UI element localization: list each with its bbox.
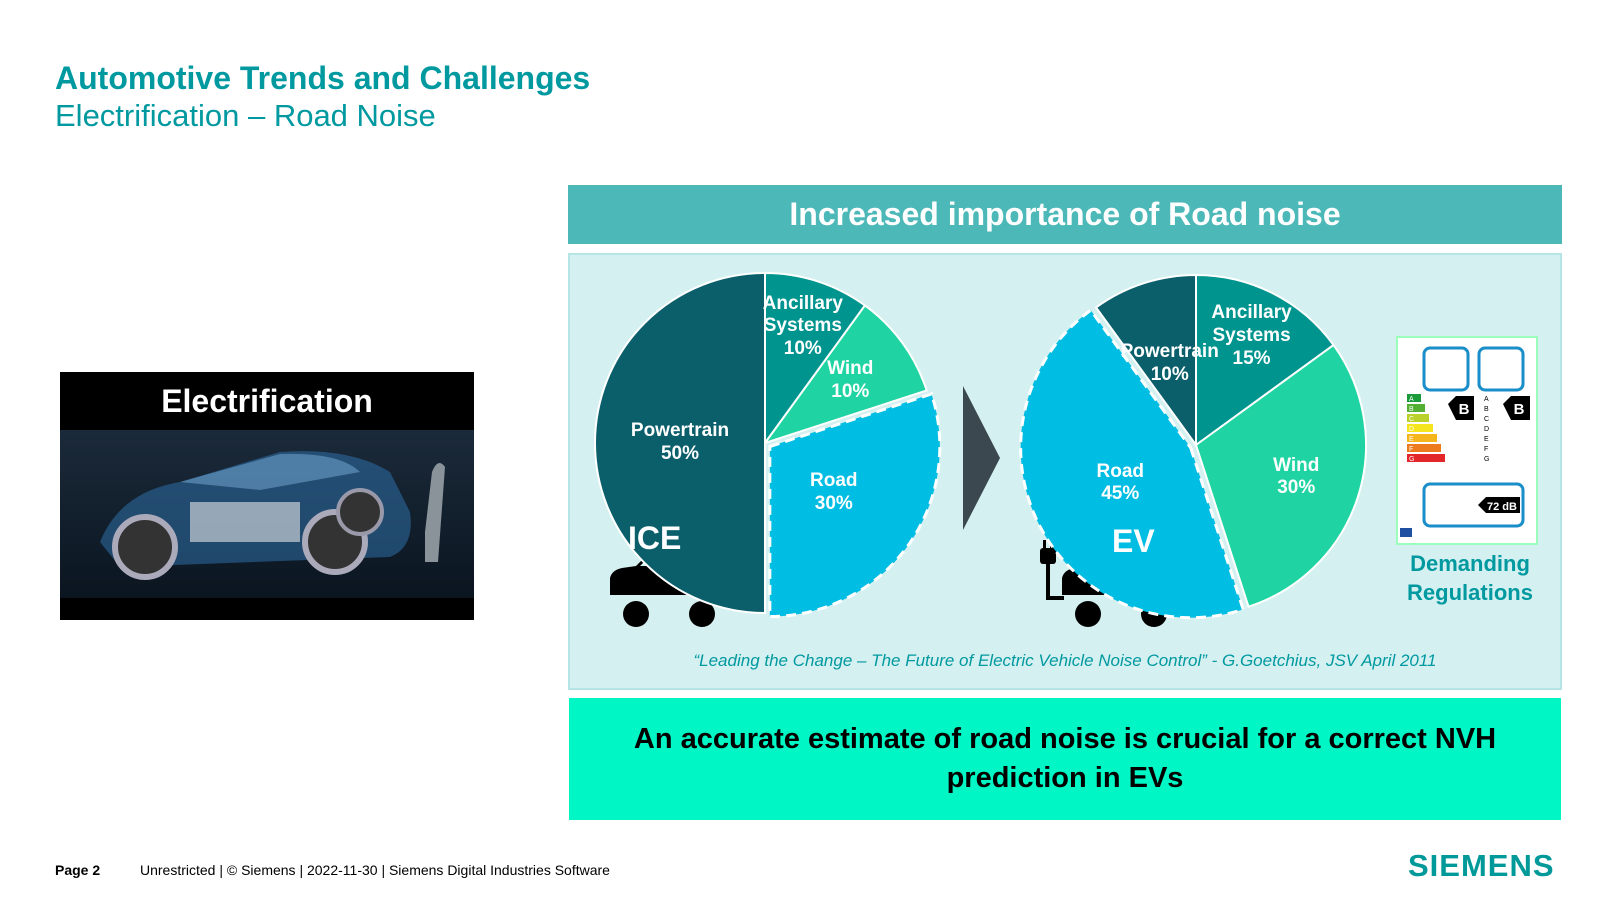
image-label: Electrification <box>161 382 373 419</box>
grade-bar <box>1407 394 1421 402</box>
slice-label: Powertrain 50% <box>630 420 730 466</box>
grade-letter: D <box>1484 426 1489 433</box>
pie-slice <box>768 392 942 619</box>
pie-title: ICE <box>628 520 682 556</box>
grade-letter: E <box>1409 436 1414 443</box>
grade-letter: D <box>1409 426 1414 433</box>
grade-letter: G <box>1484 456 1489 463</box>
page-number: Page 2 <box>55 862 101 878</box>
slice-category: Powertrain <box>1120 341 1219 363</box>
slice-category: Road <box>1096 460 1145 482</box>
pie-slice <box>1194 343 1367 608</box>
grade-bar <box>1407 404 1425 412</box>
slice-label: Ancillary Systems 15% <box>1202 302 1302 370</box>
slice-category: Ancillary Systems <box>762 292 843 337</box>
pie-title: EV <box>1112 523 1155 559</box>
slice-category: Wind <box>1273 454 1320 476</box>
slice-value: 30% <box>814 492 853 514</box>
panel-title: Increased importance of Road noise <box>568 185 1562 244</box>
grade-arrow <box>1503 396 1530 420</box>
grade-letter: C <box>1484 416 1489 423</box>
slice-label: Ancillary Systems 10% <box>753 292 853 360</box>
slice-label: Road 45% <box>1070 461 1170 507</box>
pie-slice <box>762 304 928 445</box>
slice-value: 10% <box>1150 364 1189 386</box>
grade-letter: A <box>1484 396 1489 403</box>
grade-arrow <box>1448 396 1474 420</box>
arrow <box>963 386 1000 530</box>
slide-subtitle: Electrification – Road Noise <box>55 98 436 133</box>
logo: SIEMENS <box>1408 848 1555 883</box>
slide-title: Automotive Trends and Challenges <box>55 60 591 96</box>
slice-label: Road 30% <box>784 470 884 516</box>
slice-category: Wind <box>827 358 874 380</box>
slice-value: 10% <box>831 381 870 403</box>
grade-letter: F <box>1484 446 1488 453</box>
grade-letter: B <box>1409 406 1414 413</box>
pie-slice <box>594 271 766 615</box>
grade-bar <box>1407 454 1445 462</box>
grade-bar <box>1407 414 1429 422</box>
wet-grade: B <box>1514 401 1525 418</box>
slice-label: Wind 10% <box>800 358 900 404</box>
grade-bar <box>1407 434 1437 442</box>
slice-category: Road <box>810 470 858 492</box>
grade-letter: E <box>1484 436 1489 443</box>
footer-info: Unrestricted | © Siemens | 2022-11-30 | … <box>140 862 610 878</box>
grade-letter: B <box>1484 406 1489 413</box>
slice-value: 10% <box>783 337 822 359</box>
pie-slice <box>1094 273 1197 449</box>
slice-value: 45% <box>1101 483 1140 505</box>
pie-slice <box>1019 308 1246 620</box>
grade-bar <box>1407 444 1441 452</box>
slice-label: Wind 30% <box>1246 455 1346 501</box>
noise-level: 72 dB <box>1487 501 1517 513</box>
pie-slice <box>764 271 867 447</box>
citation: “Leading the Change – The Future of Elec… <box>693 651 1437 670</box>
slice-value: 50% <box>660 443 700 464</box>
conclusion: An accurate estimate of road noise is cr… <box>569 698 1561 820</box>
grade-letter: F <box>1409 446 1413 453</box>
slice-category: Powertrain <box>630 420 730 442</box>
slice-label: Powertrain 10% <box>1120 341 1220 387</box>
grade-bar <box>1407 424 1433 432</box>
fuel-grade: B <box>1459 401 1470 418</box>
regulation-label: Demanding Regulations <box>1407 551 1533 605</box>
slice-category: Ancillary Systems <box>1211 301 1292 346</box>
pie-slice <box>1195 273 1335 447</box>
noise-arrow <box>1478 497 1520 513</box>
grade-letter: A <box>1409 396 1414 403</box>
slice-value: 15% <box>1232 347 1271 369</box>
slice-value: 30% <box>1277 477 1316 499</box>
grade-letter: C <box>1409 416 1414 423</box>
electrification-image <box>60 372 474 620</box>
grade-letter: G <box>1409 456 1414 463</box>
